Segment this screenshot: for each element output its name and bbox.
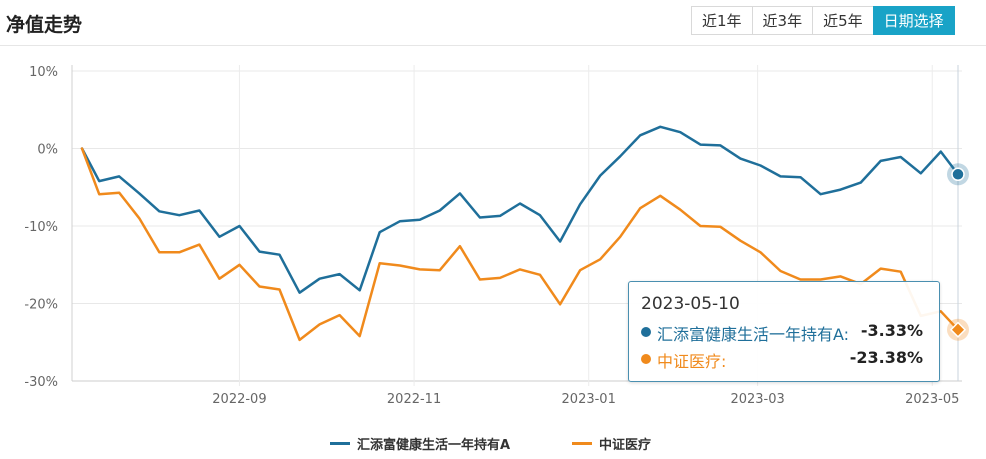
legend-label-index: 中证医疗: [599, 438, 652, 453]
x-tick-label: 2023-01: [562, 392, 616, 407]
tooltip-index-value: -23.38%: [849, 348, 923, 367]
tooltip-fund-name: 汇添富健康生活一年持有A:: [657, 325, 850, 344]
range-tabs: 近1年 近3年 近5年 日期选择: [691, 6, 955, 35]
page-title: 净值走势: [6, 14, 83, 36]
y-tick-label: -30%: [24, 375, 58, 390]
tab-3-years[interactable]: 近3年: [751, 6, 814, 35]
tooltip-row-fund: 汇添富健康生活一年持有A: -3.33%: [641, 321, 931, 344]
tab-5-years[interactable]: 近5年: [812, 6, 874, 35]
legend-swatch-fund: [330, 442, 350, 445]
x-tick-label: 2022-11: [387, 392, 441, 407]
y-tick-label: -20%: [24, 298, 58, 313]
tooltip-row-index: 中证医疗: -23.38%: [641, 348, 931, 371]
fund-end-marker: [951, 167, 965, 182]
x-tick-label: 2022-09: [212, 392, 266, 407]
legend-swatch-index: [572, 442, 592, 445]
series-line-0: [80, 125, 960, 294]
tooltip-date: 2023-05-10: [641, 294, 740, 314]
tooltip-index-name: 中证医疗:: [657, 352, 727, 371]
y-tick-label: -10%: [24, 220, 58, 235]
series-line-1: [80, 147, 960, 342]
fund-dot-icon: [641, 327, 651, 337]
tab-1-year[interactable]: 近1年: [691, 6, 753, 35]
index-dot-icon: [641, 354, 651, 364]
y-tick-label: 0%: [37, 143, 58, 158]
chart-tooltip: 2023-05-10 汇添富健康生活一年持有A: -3.33% 中证医疗: -2…: [628, 281, 940, 382]
x-tick-label: 2023-03: [730, 392, 784, 407]
legend-label-fund: 汇添富健康生活一年持有A: [357, 438, 511, 453]
tab-date-select[interactable]: 日期选择: [872, 6, 955, 35]
y-tick-label: 10%: [29, 65, 58, 80]
index-end-marker: [949, 321, 967, 338]
tooltip-fund-value: -3.33%: [860, 321, 923, 340]
chart-header: 净值走势 近1年 近3年 近5年 日期选择: [0, 0, 986, 46]
x-tick-label: 2023-05: [905, 392, 959, 407]
nav-trend-chart[interactable]: 10% 0% -10% -20% -30% 2022-09 2022-11 2023-01 20…: [0, 46, 986, 418]
chart-legend: 汇添富健康生活一年持有A 中证医疗: [0, 432, 986, 454]
